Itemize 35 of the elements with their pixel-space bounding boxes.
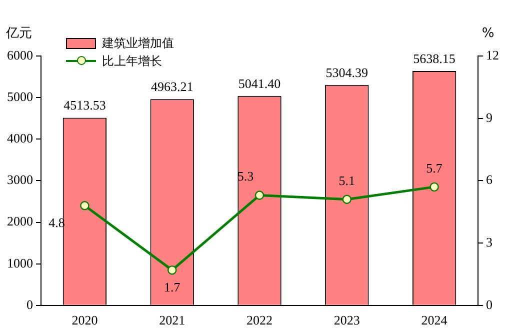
y2-tick-label: 6 <box>486 172 493 188</box>
y-tick-label: 3000 <box>7 172 33 188</box>
y-tick-label: 6000 <box>7 47 33 62</box>
data-label: 5304.39 <box>326 64 368 80</box>
y-tick-label: 5000 <box>7 88 33 104</box>
y-tick-label: 2000 <box>7 214 33 229</box>
y-tick-label: 1000 <box>7 255 33 270</box>
data-label: 5.7 <box>426 160 443 176</box>
point <box>168 265 177 275</box>
x-tick-label: 2020 <box>72 312 98 328</box>
y2-tick-label: 9 <box>486 110 492 125</box>
x-tick-label: 2023 <box>334 312 360 328</box>
y2-tick-label: 3 <box>486 234 492 250</box>
point <box>80 201 90 210</box>
data-label: 5041.40 <box>238 76 281 91</box>
legend-label: 建筑业增加值 <box>102 34 174 52</box>
data-label: 4963.21 <box>150 79 194 94</box>
data-label: 5638.15 <box>413 50 456 66</box>
point <box>342 194 352 204</box>
data-label: 5.3 <box>237 168 254 184</box>
legend-label: 比上年增长 <box>102 52 162 70</box>
data-label: 5.1 <box>338 172 356 188</box>
x-tick-label: 2022 <box>246 312 272 328</box>
point <box>430 182 439 192</box>
y2-tick-label: 12 <box>486 47 499 62</box>
point <box>254 190 264 200</box>
y-axis-title: 亿元 <box>5 26 32 41</box>
data-label: 1.7 <box>164 279 181 294</box>
x-tick-label: 2021 <box>159 312 186 328</box>
y2-tick-label: 0 <box>486 296 492 312</box>
y-tick-label: 0 <box>26 296 33 312</box>
y-tick-label: 4000 <box>7 130 33 146</box>
data-label: 4513.53 <box>64 98 106 113</box>
x-tick-label: 2024 <box>421 312 448 328</box>
y2-axis-title: % <box>482 26 494 41</box>
